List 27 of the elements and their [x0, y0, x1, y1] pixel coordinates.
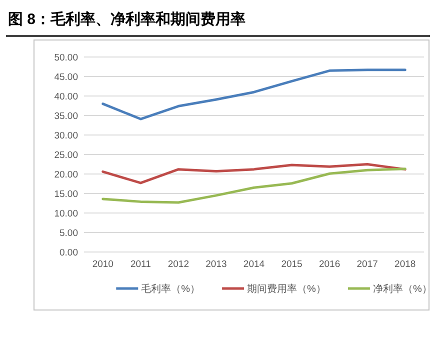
- y-tick-label: 35.00: [54, 111, 78, 122]
- legend-label: 毛利率（%）: [141, 283, 200, 295]
- x-tick-label: 2012: [168, 259, 190, 270]
- y-tick-label: 0.00: [60, 248, 78, 258]
- y-tick-label: 20.00: [54, 170, 78, 180]
- x-tick-label: 2018: [394, 259, 416, 270]
- y-tick-label: 25.00: [54, 150, 78, 161]
- y-tick-label: 15.00: [54, 189, 78, 200]
- chart-title: 图 8：毛利率、净利率和期间费用率: [8, 10, 246, 28]
- y-tick-label: 30.00: [54, 130, 78, 142]
- y-tick-label: 50.00: [54, 52, 78, 64]
- x-tick-label: 2014: [243, 259, 265, 270]
- y-tick-label: 45.00: [54, 72, 78, 83]
- line-series: [102, 68, 406, 120]
- y-tick-label: 40.00: [54, 92, 78, 102]
- legend-label: 期间费用率（%）: [247, 283, 326, 295]
- y-tick-label: 10.00: [54, 208, 78, 220]
- y-tick-label: 5.00: [60, 228, 78, 239]
- x-tick-label: 2011: [130, 259, 151, 270]
- legend-label: 净利率（%）: [372, 283, 432, 295]
- x-tick-label: 2010: [92, 259, 114, 270]
- x-tick-label: 2013: [206, 259, 227, 270]
- line-series: [102, 168, 406, 204]
- x-tick-label: 2017: [356, 259, 378, 270]
- x-tick-label: 2015: [281, 259, 302, 270]
- x-tick-label: 2016: [318, 259, 340, 270]
- line-series: [102, 163, 406, 184]
